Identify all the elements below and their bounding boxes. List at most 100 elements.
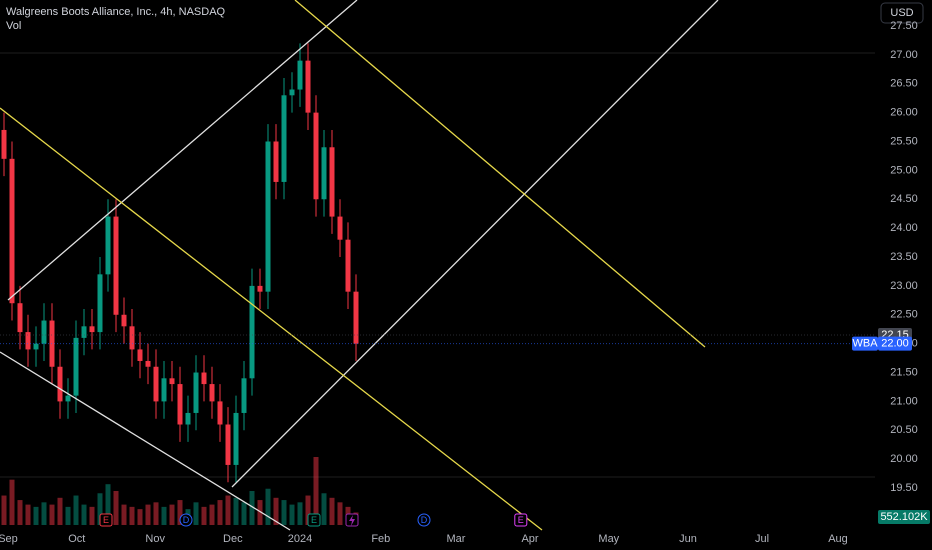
event-label: D xyxy=(421,515,428,525)
candle-body xyxy=(97,274,103,333)
volume-bar xyxy=(193,502,199,525)
volume-bar xyxy=(137,509,143,525)
y-tick-label: 27.50 xyxy=(890,20,918,32)
y-tick-label: 20.50 xyxy=(890,424,918,436)
volume-bar xyxy=(209,504,215,525)
y-tick-label: 27.00 xyxy=(890,49,918,61)
volume-bar xyxy=(9,479,15,525)
trend-line xyxy=(294,0,706,348)
candle-body xyxy=(41,320,47,344)
candle-body xyxy=(65,395,71,402)
candle-body xyxy=(121,314,127,327)
candle-body xyxy=(201,372,207,385)
candle-body xyxy=(17,303,23,333)
x-tick-label: 2024 xyxy=(288,533,312,545)
event-label: D xyxy=(183,515,190,525)
volume-bar xyxy=(41,502,47,525)
volume-bar xyxy=(129,506,135,525)
volume-bar xyxy=(233,497,239,525)
candle-body xyxy=(209,384,215,402)
x-tick-label: Sep xyxy=(0,533,18,545)
volume-bar xyxy=(17,500,23,525)
x-tick-label: Jul xyxy=(755,533,769,545)
volume-bar xyxy=(257,500,263,525)
y-tick-label: 19.50 xyxy=(890,482,918,494)
candle-body xyxy=(265,141,271,292)
currency[interactable]: USD xyxy=(890,7,913,19)
candle-body xyxy=(177,384,183,425)
currency-button[interactable] xyxy=(880,2,924,24)
volume-bar xyxy=(225,495,231,525)
volume-bar xyxy=(249,491,255,525)
volume-bar xyxy=(73,495,79,525)
candle-body xyxy=(297,60,303,90)
volume-bar xyxy=(201,506,207,525)
event-label: E xyxy=(311,515,317,525)
trend-line xyxy=(0,107,543,531)
volume-bar xyxy=(281,500,287,525)
event-marker xyxy=(417,513,431,527)
y-tick-label: 21.50 xyxy=(890,366,918,378)
event-marker xyxy=(307,513,321,527)
volume-bar xyxy=(153,502,159,525)
volume-bar xyxy=(25,504,31,525)
volume-bar xyxy=(89,506,95,525)
volume-bar xyxy=(241,502,247,525)
volume-bar xyxy=(329,497,335,525)
volume-bar xyxy=(121,504,127,525)
x-tick-label: Jun xyxy=(679,533,697,545)
x-tick-label: Dec xyxy=(223,533,243,545)
price-label-box xyxy=(878,336,912,351)
y-tick-label: 20.00 xyxy=(890,453,918,465)
chart-title: Walgreens Boots Alliance, Inc., 4h, NASD… xyxy=(6,6,226,18)
candle-body xyxy=(353,291,359,344)
y-tick-label: 26.00 xyxy=(890,107,918,119)
volume-title: Vol xyxy=(6,20,21,32)
x-tick-label: Apr xyxy=(521,533,538,545)
y-tick-label: 25.00 xyxy=(890,164,918,176)
x-tick-label: Aug xyxy=(828,533,848,545)
x-tick-label: May xyxy=(598,533,619,545)
price-label: 22.00 xyxy=(881,338,909,350)
candle-body xyxy=(217,401,223,425)
candle-body xyxy=(73,337,79,396)
x-tick-label: Nov xyxy=(145,533,165,545)
volume-bar xyxy=(57,497,63,525)
symbol: WBA xyxy=(852,338,878,350)
y-tick-label: 23.50 xyxy=(890,251,918,263)
trend-line xyxy=(7,0,358,301)
event-label: E xyxy=(518,515,524,525)
volume-bar xyxy=(113,491,119,525)
volume-bar xyxy=(33,506,39,525)
y-tick-label: 22.50 xyxy=(890,309,918,321)
y-tick-label: 24.50 xyxy=(890,193,918,205)
candle-body xyxy=(225,424,231,465)
volume-bar xyxy=(49,504,55,525)
candle-body xyxy=(89,326,95,333)
event-icon xyxy=(349,515,355,526)
candle-body xyxy=(329,147,335,217)
symbol-box xyxy=(852,336,878,351)
candle-body xyxy=(153,366,159,402)
volume-label-box xyxy=(878,510,930,524)
y-tick-label: 25.50 xyxy=(890,135,918,147)
candle-body xyxy=(185,412,191,425)
volume-bar xyxy=(161,506,167,525)
candle-body xyxy=(9,158,15,304)
candle-body xyxy=(345,239,351,292)
candle-body xyxy=(249,285,255,379)
candle-body xyxy=(57,366,63,402)
y-tick-label: 21.00 xyxy=(890,395,918,407)
volume-bar xyxy=(217,500,223,525)
candle-body xyxy=(313,112,319,200)
x-tick-label: Mar xyxy=(447,533,466,545)
y-tick-label: 26.50 xyxy=(890,78,918,90)
candle-body xyxy=(169,378,175,385)
volume-bar xyxy=(289,504,295,525)
volume-bar xyxy=(321,493,327,525)
volume-bar xyxy=(305,495,311,525)
y-tick-label: 23.00 xyxy=(890,280,918,292)
volume-bar xyxy=(65,506,71,525)
candle-body xyxy=(233,412,239,465)
